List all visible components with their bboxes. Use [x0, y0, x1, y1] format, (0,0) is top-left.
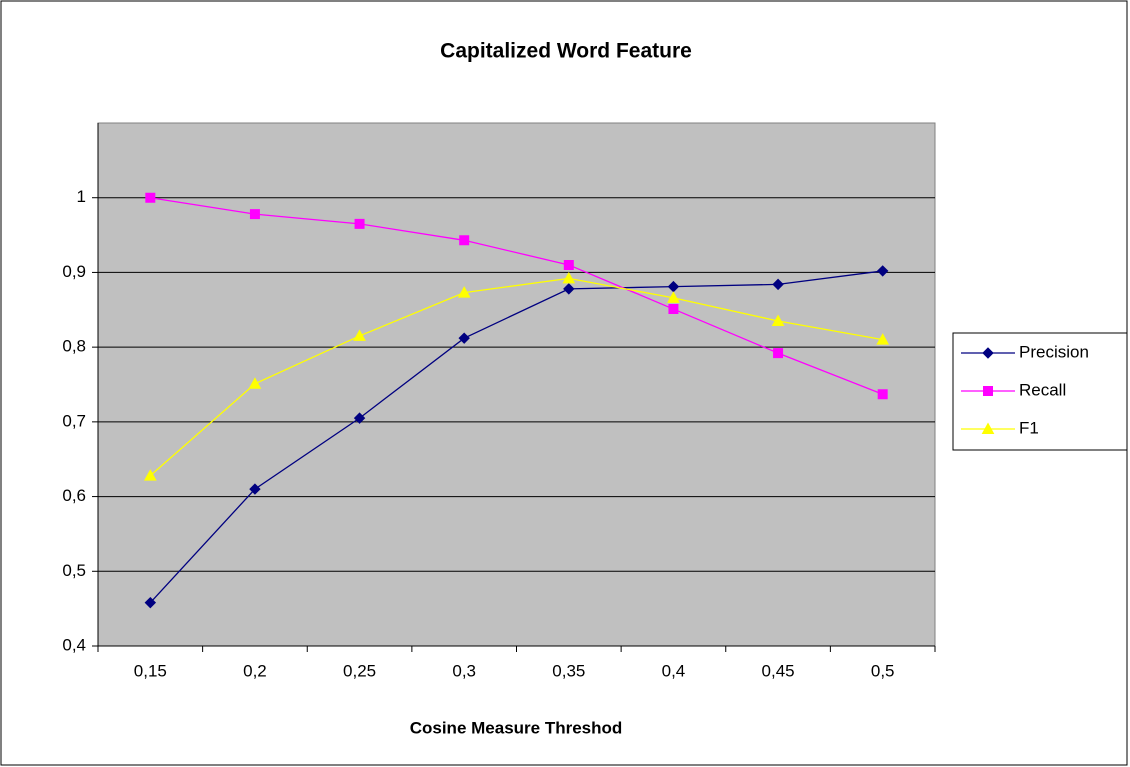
- y-tick-label: 1: [77, 187, 86, 206]
- data-point: [773, 348, 784, 359]
- x-tick-label: 0,25: [343, 661, 376, 680]
- legend-marker: [982, 347, 994, 359]
- x-tick-label: 0,3: [452, 661, 476, 680]
- legend-label: F1: [1019, 418, 1039, 437]
- x-tick-label: 0,2: [243, 661, 267, 680]
- series-line: [149, 277, 883, 477]
- plot-area: [97, 122, 936, 647]
- y-tick-label: 0,4: [62, 635, 86, 654]
- data-point: [249, 483, 261, 495]
- series-line: [149, 270, 883, 604]
- data-point: [563, 259, 574, 270]
- chart-title: Capitalized Word Feature: [440, 40, 692, 63]
- data-point: [144, 596, 157, 609]
- data-point: [248, 377, 262, 389]
- y-tick-label: 0,5: [62, 561, 86, 580]
- x-tick-label: 0,4: [662, 661, 686, 680]
- x-axis-label: Cosine Measure Threshod: [410, 718, 623, 737]
- data-point: [772, 278, 784, 291]
- x-tick-label: 0,5: [871, 661, 895, 680]
- data-point: [143, 469, 157, 481]
- x-tick-label: 0,35: [552, 661, 585, 680]
- data-point: [876, 333, 890, 345]
- legend-marker: [983, 386, 993, 396]
- x-tick-label: 0,45: [762, 661, 795, 680]
- x-tick-label: 0,15: [134, 661, 167, 680]
- y-tick-label: 0,6: [62, 486, 86, 505]
- data-point: [353, 412, 366, 424]
- y-tick-label: 0,7: [62, 411, 86, 430]
- data-point: [877, 389, 888, 400]
- data-point: [354, 218, 365, 229]
- data-point: [458, 332, 470, 344]
- data-point: [145, 192, 156, 203]
- data-point: [876, 265, 889, 277]
- y-tick-label: 0,8: [62, 337, 86, 356]
- series-line: [150, 197, 883, 395]
- data-point: [249, 209, 260, 220]
- data-point: [563, 283, 575, 295]
- data-point: [459, 235, 470, 246]
- data-point: [668, 304, 679, 315]
- legend-label: Recall: [1019, 380, 1066, 399]
- data-point: [562, 271, 576, 284]
- y-tick-label: 0,9: [62, 262, 86, 281]
- data-point: [771, 314, 785, 326]
- legend-label: Precision: [1019, 342, 1089, 361]
- data-point: [353, 329, 366, 341]
- data-point: [457, 286, 471, 298]
- data-point: [667, 291, 680, 303]
- legend-marker: [981, 422, 995, 434]
